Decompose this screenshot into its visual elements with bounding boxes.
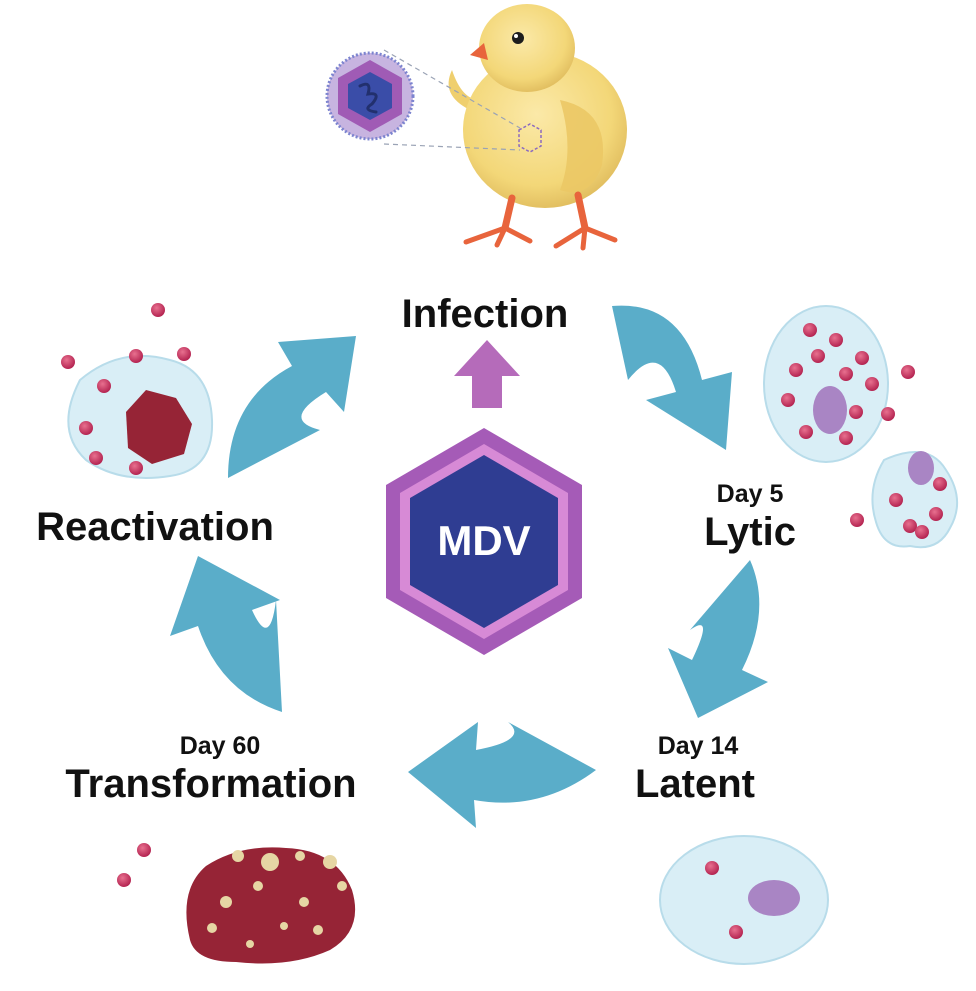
curved-arrow-icon: [612, 305, 732, 450]
virus-particle-icon: [325, 51, 415, 141]
latent-cell: [659, 835, 829, 965]
reactivation-label: Reactivation: [36, 505, 274, 549]
curved-arrow-icon: [228, 336, 356, 478]
lytic-day-label: Day 5: [716, 480, 784, 508]
arrow-up-icon: [454, 340, 520, 408]
mdv-hub-hexagon: [386, 428, 582, 655]
latent-label: Latent: [635, 762, 755, 806]
chick-illustration: [325, 4, 627, 251]
transformation-label: Transformation: [65, 762, 357, 806]
transformation-day-label: Day 60: [179, 732, 261, 760]
reactivation-cell: [61, 303, 214, 479]
mdv-hub-label: MDV: [437, 517, 531, 564]
latent-day-label: Day 14: [657, 732, 739, 760]
cycle-arrows: [170, 305, 768, 828]
infection-label: Infection: [401, 292, 569, 336]
tumor-mass: [117, 843, 356, 964]
lytic-cells: [763, 305, 959, 549]
lytic-label: Lytic: [704, 510, 796, 554]
curved-arrow-icon: [668, 560, 768, 718]
curved-arrow-icon: [408, 722, 596, 828]
curved-arrow-icon: [170, 556, 282, 712]
